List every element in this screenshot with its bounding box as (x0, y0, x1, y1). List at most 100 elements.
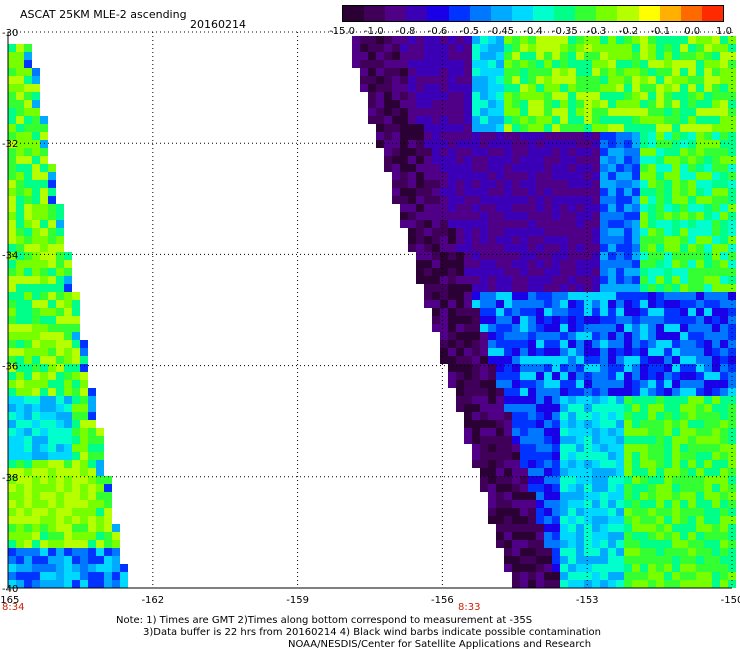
left-swath-cell (32, 292, 40, 300)
left-swath-cell (16, 140, 24, 148)
right-swath-cell (440, 340, 448, 348)
right-swath-cell (512, 252, 520, 260)
right-swath-cell (592, 76, 600, 84)
right-swath-cell (552, 124, 560, 132)
right-swath-cell (584, 316, 592, 324)
right-swath-cell (632, 364, 640, 372)
left-swath-cell (32, 228, 40, 236)
right-swath-cell (584, 300, 592, 308)
right-swath-cell (456, 124, 464, 132)
left-swath-cell (8, 484, 16, 492)
left-swath-cell (64, 252, 72, 260)
left-swath-cell (48, 292, 56, 300)
left-swath-cell (112, 532, 120, 540)
right-swath-cell (456, 220, 464, 228)
left-swath-cell (24, 148, 32, 156)
right-swath-cell (448, 76, 456, 84)
right-swath-cell (520, 556, 528, 564)
right-swath-cell (648, 100, 656, 108)
right-swath-cell (720, 412, 728, 420)
right-swath-cell (496, 540, 504, 548)
left-swath-cell (40, 548, 48, 556)
right-swath-cell (528, 156, 536, 164)
right-swath-cell (464, 140, 472, 148)
right-swath-cell (504, 132, 512, 140)
right-swath-cell (672, 76, 680, 84)
right-swath-cell (536, 300, 544, 308)
right-swath-cell (512, 332, 520, 340)
right-swath-cell (616, 436, 624, 444)
right-swath-cell (448, 300, 456, 308)
right-swath-cell (432, 204, 440, 212)
left-swath-cell (8, 276, 16, 284)
right-swath-cell (696, 292, 704, 300)
right-swath-cell (584, 148, 592, 156)
right-swath-cell (632, 68, 640, 76)
left-swath-cell (8, 412, 16, 420)
right-swath-cell (464, 68, 472, 76)
right-swath-cell (720, 228, 728, 236)
right-swath-cell (440, 164, 448, 172)
right-swath-cell (616, 44, 624, 52)
right-swath-cell (640, 412, 648, 420)
right-swath-cell (464, 436, 472, 444)
right-swath-cell (608, 380, 616, 388)
right-swath-cell (448, 164, 456, 172)
right-swath-cell (600, 76, 608, 84)
right-swath-cell (488, 140, 496, 148)
left-swath-cell (40, 260, 48, 268)
right-swath-cell (464, 316, 472, 324)
right-swath-cell (640, 556, 648, 564)
right-swath-cell (688, 492, 696, 500)
right-swath-cell (456, 100, 464, 108)
right-swath-cell (568, 404, 576, 412)
right-swath-cell (640, 468, 648, 476)
right-swath-cell (480, 468, 488, 476)
right-swath-cell (624, 188, 632, 196)
right-swath-cell (416, 268, 424, 276)
right-swath-cell (696, 380, 704, 388)
right-swath-cell (608, 540, 616, 548)
right-swath-cell (656, 236, 664, 244)
right-swath-cell (536, 284, 544, 292)
right-swath-cell (640, 60, 648, 68)
right-swath-cell (560, 236, 568, 244)
right-swath-cell (456, 36, 464, 44)
right-swath-cell (712, 172, 720, 180)
left-swath-cell (72, 428, 80, 436)
right-swath-cell (688, 284, 696, 292)
right-swath-cell (504, 484, 512, 492)
right-swath-cell (392, 148, 400, 156)
right-swath-cell (624, 476, 632, 484)
left-swath-cell (72, 388, 80, 396)
right-swath-cell (648, 156, 656, 164)
right-swath-cell (648, 356, 656, 364)
left-swath-cell (88, 492, 96, 500)
right-swath-cell (600, 92, 608, 100)
right-swath-cell (632, 516, 640, 524)
right-swath-cell (576, 388, 584, 396)
right-swath-cell (672, 292, 680, 300)
right-swath-cell (568, 268, 576, 276)
right-swath-cell (520, 156, 528, 164)
right-swath-cell (688, 92, 696, 100)
right-swath-cell (688, 476, 696, 484)
left-swath-cell (32, 220, 40, 228)
right-swath-cell (600, 316, 608, 324)
right-swath-cell (560, 380, 568, 388)
left-swath-cell (32, 532, 40, 540)
left-swath-cell (32, 364, 40, 372)
left-swath-cell (96, 580, 104, 588)
left-swath-cell (24, 340, 32, 348)
right-swath-cell (440, 204, 448, 212)
right-swath-cell (552, 308, 560, 316)
right-swath-cell (448, 116, 456, 124)
right-swath-cell (672, 68, 680, 76)
left-swath-cell (40, 500, 48, 508)
right-swath-cell (560, 324, 568, 332)
right-swath-cell (600, 148, 608, 156)
right-swath-cell (696, 284, 704, 292)
right-swath-cell (648, 236, 656, 244)
right-swath-cell (464, 308, 472, 316)
left-swath-cell (16, 332, 24, 340)
